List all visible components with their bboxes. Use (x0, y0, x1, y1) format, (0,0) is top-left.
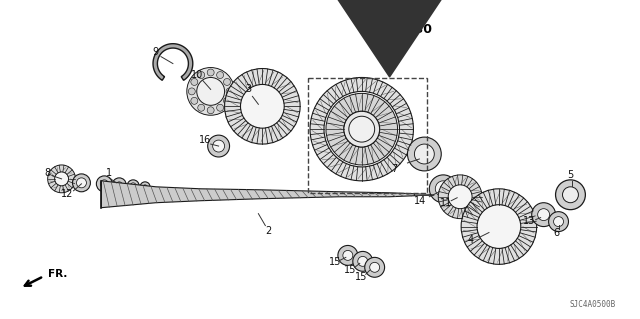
Circle shape (191, 97, 198, 104)
Text: 6: 6 (554, 227, 559, 238)
Circle shape (187, 68, 234, 115)
Circle shape (358, 256, 368, 266)
Circle shape (54, 172, 68, 186)
Circle shape (198, 71, 205, 78)
Circle shape (344, 111, 380, 147)
Text: 15: 15 (355, 272, 367, 282)
Circle shape (548, 212, 568, 232)
Text: 4: 4 (468, 235, 474, 246)
Circle shape (343, 250, 353, 260)
Circle shape (448, 185, 472, 209)
Circle shape (196, 78, 225, 105)
Text: 12: 12 (61, 189, 74, 199)
Circle shape (338, 245, 358, 265)
Circle shape (226, 88, 233, 95)
Circle shape (324, 92, 399, 167)
Circle shape (326, 93, 397, 165)
Circle shape (112, 178, 126, 192)
Bar (308, 78, 428, 193)
Polygon shape (415, 194, 435, 196)
Circle shape (212, 140, 225, 152)
Circle shape (216, 71, 223, 78)
Text: 13: 13 (523, 216, 535, 226)
Circle shape (143, 185, 147, 189)
Text: 11: 11 (440, 198, 452, 208)
Circle shape (415, 144, 435, 164)
Circle shape (365, 257, 385, 277)
Circle shape (216, 104, 223, 111)
Circle shape (344, 111, 380, 147)
Circle shape (130, 183, 136, 189)
Circle shape (207, 107, 214, 114)
Circle shape (477, 205, 521, 249)
Text: 14: 14 (414, 196, 426, 206)
Circle shape (223, 78, 230, 85)
Text: 10: 10 (191, 70, 203, 80)
Circle shape (127, 180, 139, 192)
Circle shape (310, 78, 413, 181)
Circle shape (223, 97, 230, 104)
Circle shape (207, 69, 214, 76)
Text: FR.: FR. (47, 269, 67, 279)
Text: ATM-4-30: ATM-4-30 (367, 23, 433, 36)
Circle shape (370, 262, 380, 272)
Circle shape (461, 189, 537, 264)
Circle shape (353, 251, 372, 271)
Text: 2: 2 (265, 226, 271, 235)
Circle shape (116, 182, 122, 188)
Circle shape (408, 137, 441, 171)
Circle shape (532, 203, 556, 226)
Circle shape (208, 135, 230, 157)
Circle shape (438, 175, 482, 219)
Text: 15: 15 (344, 265, 356, 275)
Circle shape (77, 178, 86, 188)
Circle shape (556, 180, 586, 210)
Text: 1: 1 (106, 168, 113, 178)
Circle shape (191, 78, 198, 85)
Polygon shape (101, 181, 415, 208)
Text: 7: 7 (392, 164, 397, 174)
Circle shape (140, 182, 150, 192)
Circle shape (97, 176, 112, 192)
Circle shape (225, 69, 300, 144)
Circle shape (47, 165, 76, 193)
Circle shape (188, 88, 195, 95)
Circle shape (435, 181, 451, 197)
Circle shape (554, 217, 563, 226)
Circle shape (100, 180, 108, 188)
Circle shape (538, 209, 550, 221)
Circle shape (198, 104, 205, 111)
Circle shape (72, 174, 90, 192)
Polygon shape (153, 44, 193, 80)
Text: 8: 8 (45, 168, 51, 178)
Text: 5: 5 (567, 170, 573, 180)
Circle shape (429, 175, 457, 203)
Circle shape (241, 85, 284, 128)
Text: 16: 16 (198, 135, 211, 145)
Text: SJC4A0500B: SJC4A0500B (570, 300, 616, 309)
Circle shape (563, 187, 579, 203)
Circle shape (349, 116, 374, 142)
Text: 3: 3 (245, 85, 252, 94)
Text: 15: 15 (329, 257, 341, 267)
Text: 9: 9 (152, 47, 158, 57)
